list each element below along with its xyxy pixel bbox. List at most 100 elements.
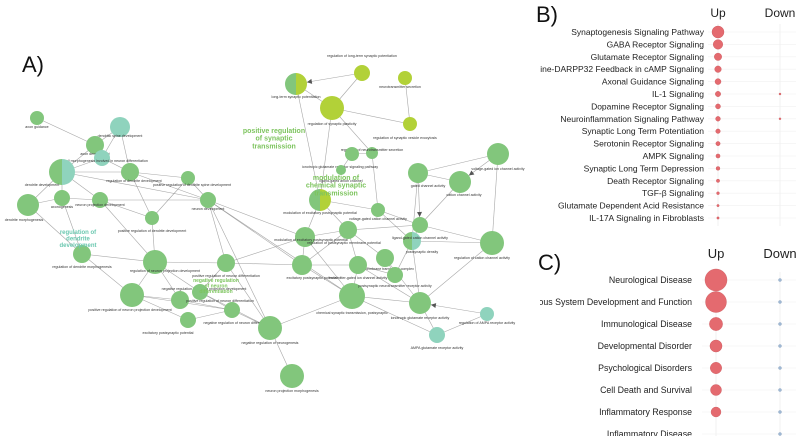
row-label: Synaptogenesis Signaling Pathway [571, 27, 705, 37]
network-edge [207, 199, 353, 297]
network-node: regulation of neurotransmitter secretion [341, 147, 404, 159]
network-edge [417, 153, 499, 174]
network-node-label: positive regulation of neuron differenti… [192, 274, 260, 278]
up-dot [716, 178, 720, 183]
row-label: Synaptic Long Term Potentiation [582, 126, 704, 136]
network-edge [436, 313, 488, 336]
network-node-label: regulation of long-term synaptic potenti… [327, 54, 397, 58]
row-label: IL-1 Signaling [652, 89, 704, 99]
network-node-label: regulation of dendrite morphogenesis [52, 265, 112, 269]
down-dot [778, 366, 782, 370]
network-node-label: excitatory postsynaptic potential [287, 276, 338, 280]
network-node: regulation of long-term synaptic potenti… [327, 54, 397, 81]
column-header-up: Up [710, 6, 726, 20]
row-label: IL-17A Signaling in Fibroblasts [589, 213, 704, 223]
network-edge [347, 224, 421, 231]
up-dot [714, 52, 722, 61]
column-header-down: Down [763, 246, 796, 261]
network-node-label: postsynaptic density [406, 250, 439, 254]
network-node: ionotropic glutamate receptor activity [391, 292, 449, 320]
up-dot [716, 204, 720, 208]
row-label: Developmental Disorder [598, 341, 692, 351]
network-edge [129, 171, 189, 179]
down-dot [778, 432, 782, 436]
down-dot [778, 117, 782, 121]
network-node: neuron projection morphogenesis [265, 364, 319, 393]
row-label: Neurological Disease [609, 275, 692, 285]
network-edge [269, 295, 353, 329]
network-group-label: regulation of dendrite development [59, 230, 97, 249]
row-label: AMPK Signaling [643, 151, 705, 161]
network-node: positive regulation of dendrite spine de… [153, 171, 231, 187]
network-edge [357, 264, 421, 304]
network-edge [411, 240, 493, 244]
network-node-label: positive regulation of neuron differenti… [186, 299, 254, 303]
network-node: modulation of excitatory postsynaptic po… [274, 227, 348, 247]
network-node: regulation of dendrite development [106, 163, 162, 183]
network-edge [319, 107, 333, 201]
row-label: Synaptic Long Term Depression [584, 163, 705, 173]
network-node-label: ligand-gated cation channel activity [392, 236, 448, 240]
column-header-down: Down [765, 6, 796, 20]
down-dot [778, 344, 782, 348]
panel-a-letter: A) [22, 52, 44, 77]
network-node: dendrite development [25, 159, 75, 187]
row-label: Dopamine Receptor Signaling [591, 101, 704, 111]
network-node: positive regulation of neuron differenti… [192, 254, 260, 278]
network-node-label: regulation of cation channel activity [454, 256, 510, 260]
network-edge [99, 199, 153, 219]
network-node: AMPA glutamate receptor activity [411, 327, 464, 350]
up-dot [715, 166, 721, 171]
row-label: TGF-β Signaling [642, 188, 704, 198]
network-node: transmembrane transporter complex [356, 249, 414, 271]
down-dot [778, 300, 782, 304]
down-dot [778, 278, 782, 282]
network-node-label: voltage-gated cation channel activity [349, 217, 407, 221]
up-dot [710, 406, 722, 418]
up-dot [709, 317, 723, 331]
network-node-label: regulation of neuron projection developm… [130, 269, 200, 273]
up-dot [716, 191, 720, 195]
network-node: positive regulation of neuron projection… [88, 283, 172, 312]
edge-arrowhead [306, 78, 313, 84]
up-dot [709, 339, 723, 353]
network-node: excitatory postsynaptic potential [287, 255, 338, 280]
network-node: positive regulation of dendrite developm… [118, 211, 186, 233]
network-edge [419, 224, 493, 244]
network-node-label: regulation of synaptic vesicle exocytosi… [373, 136, 437, 140]
network-node: positive regulation of neuron differenti… [186, 284, 254, 303]
network-node: ligand-gated anion channel [319, 165, 363, 183]
network-node: voltage-gated cation channel activity [349, 203, 407, 221]
network-node-label: regulation of neurotransmitter secretion [341, 148, 404, 152]
network-node-label: regulation of dendrite development [106, 179, 161, 183]
network-node-label: excitatory postsynaptic potential [143, 331, 194, 335]
network-node-label: chemical synaptic transmission, postsyna… [316, 311, 388, 315]
down-dot [778, 388, 782, 392]
network-edge [411, 172, 419, 242]
network-edge [151, 177, 189, 219]
network-nodes: regulation of long-term synaptic potenti… [5, 54, 525, 393]
network-node: axon development [80, 136, 110, 156]
network-node: axon guidance [25, 111, 49, 129]
up-dot [715, 128, 721, 134]
network-node-label: regulation of postsynaptic membrane pote… [307, 241, 381, 245]
network-node: regulation of dendrite morphogenesis [52, 245, 112, 269]
up-dot [715, 153, 721, 159]
network-node: cell morphogenesis involved in neuron di… [64, 150, 148, 166]
network-node: voltage-gated ion channel activity [471, 143, 525, 171]
row-label: Nervous System Development and Function [540, 297, 692, 307]
network-edge [225, 262, 271, 329]
network-node-label: axon development [80, 152, 109, 156]
up-dot [710, 384, 722, 396]
network-node-label: positive regulation of neuron projection… [88, 308, 171, 312]
row-label: Inflammatory Disease [607, 429, 692, 436]
up-dot [705, 291, 727, 313]
up-dot [715, 91, 721, 97]
row-label: Glutamate Dependent Acid Resistance [558, 201, 704, 211]
network-edge [207, 199, 227, 264]
network-edge [61, 171, 209, 201]
up-dot [715, 116, 721, 122]
network-group-label: modulation of chemical synaptic transmissi… [306, 175, 366, 197]
panel-b-dotplot: Up Down Synaptogenesis Signaling Pathway GA… [540, 6, 796, 226]
row-label: Dopamine-DARPP32 Feedback in cAMP Signal… [540, 64, 704, 74]
